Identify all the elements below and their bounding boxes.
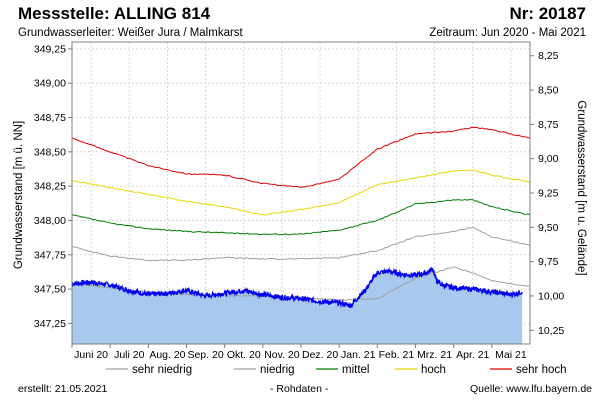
y2-axis-label: Grundwasserstand [m u. Gelände] [575, 100, 587, 275]
x-tick-label-9: Mrz. 21 [417, 349, 452, 361]
series-line-hoch [71, 169, 531, 216]
created-date: erstellt: 21.05.2021 [18, 383, 108, 395]
y-axis-left: 347,25 347,50 347,75 348,00 348,25 348,50 348,… [34, 43, 72, 330]
x-tick-label-6: Dez. 20 [302, 349, 338, 361]
series-line-niedrig [71, 226, 531, 262]
y2-tick-label-4: 9,25 [538, 188, 559, 200]
x-tick-label-4: Okt. 20 [227, 349, 261, 361]
x-tick-label-1: Juli 20 [114, 349, 145, 361]
y-axis-right: 10,25 10,00 9,75 9,50 9,25 9,00 8,75 8,50 8,25 [530, 50, 564, 337]
legend-label-0: sehr niedrig [132, 364, 192, 376]
legend-label-1: niedrig [260, 364, 295, 376]
station-number: Nr: 20187 [509, 4, 586, 23]
y2-tick-label-1: 10,00 [538, 290, 564, 302]
station-title: Messstelle: ALLING 814 [18, 4, 211, 23]
y-tick-label-3: 348,00 [34, 215, 66, 227]
y2-tick-label-2: 9,75 [538, 256, 559, 268]
x-tick-label-7: Jan. 21 [341, 349, 376, 361]
x-tick-label-11: Mai 21 [495, 349, 527, 361]
y-axis-label: Grundwasserstand [m ü. NN] [13, 121, 25, 269]
y-tick-label-0: 347,25 [34, 318, 66, 330]
x-tick-label-5: Nov. 20 [264, 349, 300, 361]
x-tick-label-3: Sep. 20 [187, 349, 223, 361]
y-tick-label-4: 348,25 [34, 181, 66, 193]
legend: sehr niedrig niedrig mittel hoch sehr hoch [106, 364, 567, 376]
x-axis: Juni 20 Juli 20 Aug. 20 Sep. 20 Okt. 20 Nov. … [71, 344, 527, 361]
x-tick-label-0: Juni 20 [74, 349, 108, 361]
source-link[interactable]: Quelle: www.lfu.bayern.de [470, 383, 592, 395]
x-tick-label-8: Feb. 21 [379, 349, 415, 361]
legend-label-2: mittel [342, 364, 369, 376]
series-line-mittel [71, 199, 531, 236]
y-tick-label-5: 348,50 [34, 146, 66, 158]
raw-data-note: - Rohdaten - [270, 383, 329, 395]
y-tick-label-8: 349,25 [34, 43, 66, 55]
legend-label-3: hoch [421, 364, 446, 376]
y-tick-label-6: 348,75 [34, 112, 66, 124]
y-tick-label-1: 347,50 [34, 284, 66, 296]
y2-tick-label-6: 8,75 [538, 119, 559, 131]
legend-label-4: sehr hoch [516, 364, 567, 376]
period-label: Zeitraum: Jun 2020 - Mai 2021 [429, 27, 586, 39]
x-tick-label-2: Aug. 20 [149, 349, 185, 361]
y-tick-label-2: 347,75 [34, 249, 66, 261]
y2-tick-label-5: 9,00 [538, 153, 559, 165]
y2-tick-label-3: 9,50 [538, 222, 559, 234]
measured-area [72, 268, 523, 344]
y-tick-label-7: 349,00 [34, 78, 66, 90]
measured-line [71, 266, 523, 309]
x-tick-label-10: Apr. 21 [456, 349, 489, 361]
series-line-sehr-hoch [71, 126, 531, 188]
y2-tick-label-8: 8,25 [538, 50, 559, 62]
series-layer [71, 126, 531, 344]
y2-tick-label-0: 10,25 [538, 325, 564, 337]
aquifer-label: Grundwasserleiter: Weißer Jura / Malmkar… [18, 27, 243, 39]
y2-tick-label-7: 8,50 [538, 85, 559, 97]
